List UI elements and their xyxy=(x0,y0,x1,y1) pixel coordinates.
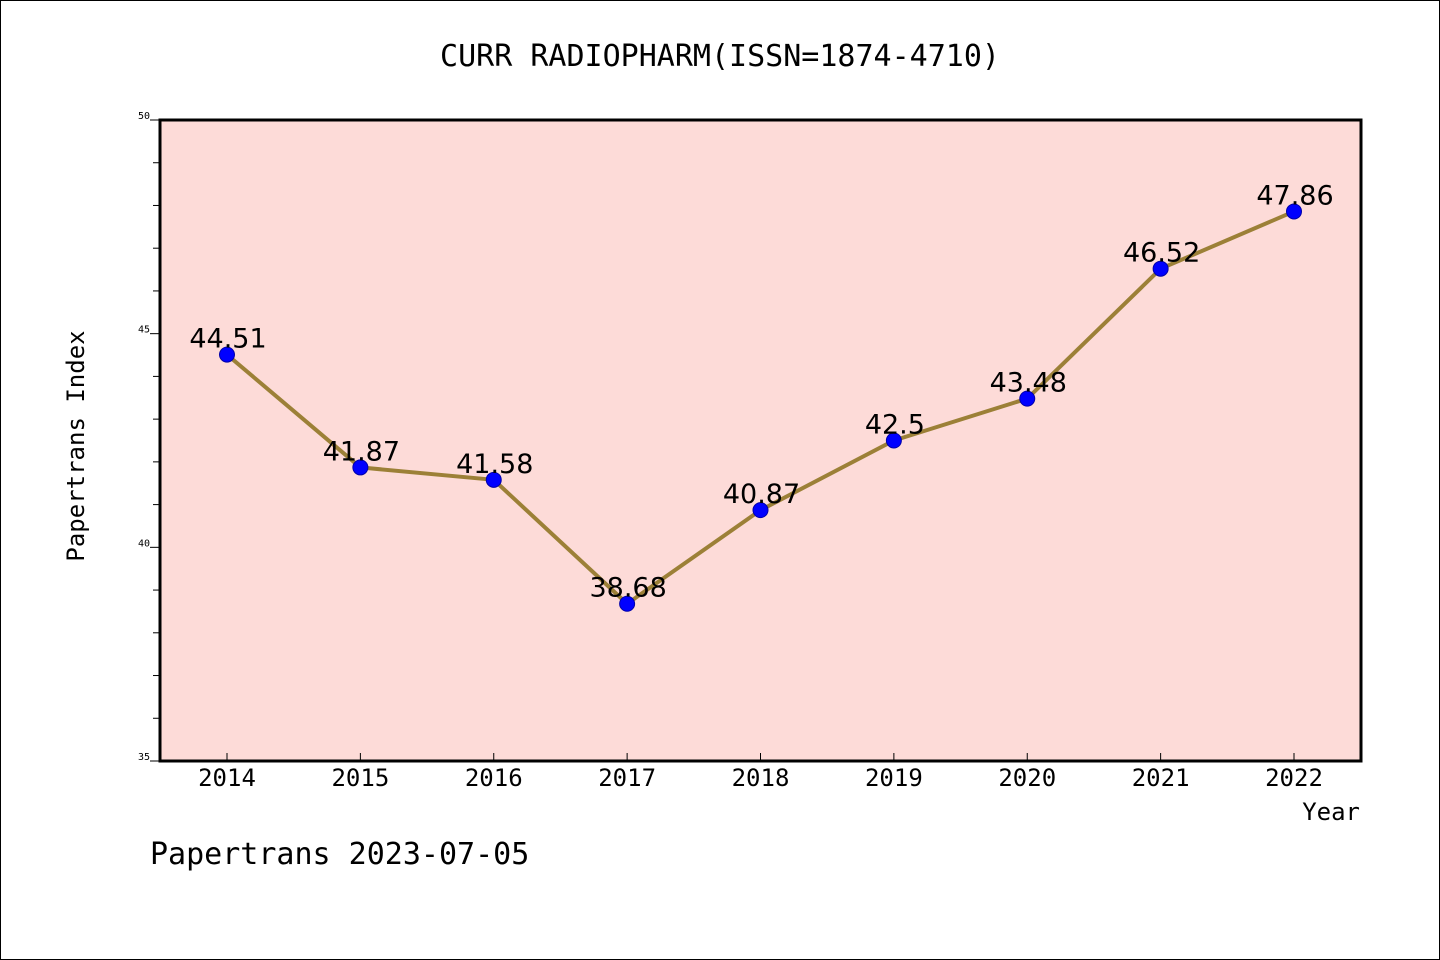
chart-title: CURR RADIOPHARM(ISSN=1874-4710) xyxy=(440,39,1000,74)
y-tick-label: 45 xyxy=(138,325,150,336)
y-tick-label: 35 xyxy=(138,752,150,763)
data-label: 46.52 xyxy=(1123,238,1200,269)
x-axis: 2014 2015 2016 2017 2018 2019 2020 2021 2022 xyxy=(198,753,1323,792)
series-line-group: 44.51 41.87 41.58 38.68 40.87 42.5 43.48 46.52 4… xyxy=(189,180,1334,612)
x-tick-label: 2018 xyxy=(732,764,790,792)
data-point xyxy=(219,346,235,363)
y-tick-label: 40 xyxy=(138,538,150,549)
x-tick-label: 2017 xyxy=(598,764,656,792)
plot-area xyxy=(158,118,1363,763)
data-label: 38.68 xyxy=(589,573,666,604)
data-label: 41.58 xyxy=(456,449,533,480)
data-label: 42.5 xyxy=(865,410,925,441)
data-label: 40.87 xyxy=(723,479,800,510)
data-point xyxy=(619,595,636,612)
data-label: 44.51 xyxy=(189,324,266,355)
data-point xyxy=(752,502,769,519)
x-tick-label: 2015 xyxy=(331,764,389,792)
data-label: 41.87 xyxy=(323,436,400,467)
y-tick-label: 50 xyxy=(138,111,150,122)
x-tick-label: 2022 xyxy=(1265,764,1323,792)
x-axis-label: Year xyxy=(1302,798,1360,826)
data-point xyxy=(1286,203,1302,220)
data-point xyxy=(1019,390,1036,407)
x-tick-label: 2020 xyxy=(998,764,1056,792)
x-tick-label: 2019 xyxy=(865,764,923,792)
data-label: 47.86 xyxy=(1256,180,1333,211)
x-tick-label: 2014 xyxy=(198,764,256,792)
x-tick-label: 2016 xyxy=(465,764,523,792)
x-tick-label: 2021 xyxy=(1132,764,1190,792)
data-label: 43.48 xyxy=(990,368,1067,399)
data-point xyxy=(352,459,369,476)
data-point xyxy=(885,432,902,449)
data-point xyxy=(485,471,502,488)
y-axis: 35 40 45 50 xyxy=(138,111,160,763)
data-point xyxy=(1152,260,1169,277)
y-axis-label: Papertrans Index xyxy=(62,330,90,561)
footer-label: Papertrans 2023-07-05 xyxy=(150,837,529,872)
